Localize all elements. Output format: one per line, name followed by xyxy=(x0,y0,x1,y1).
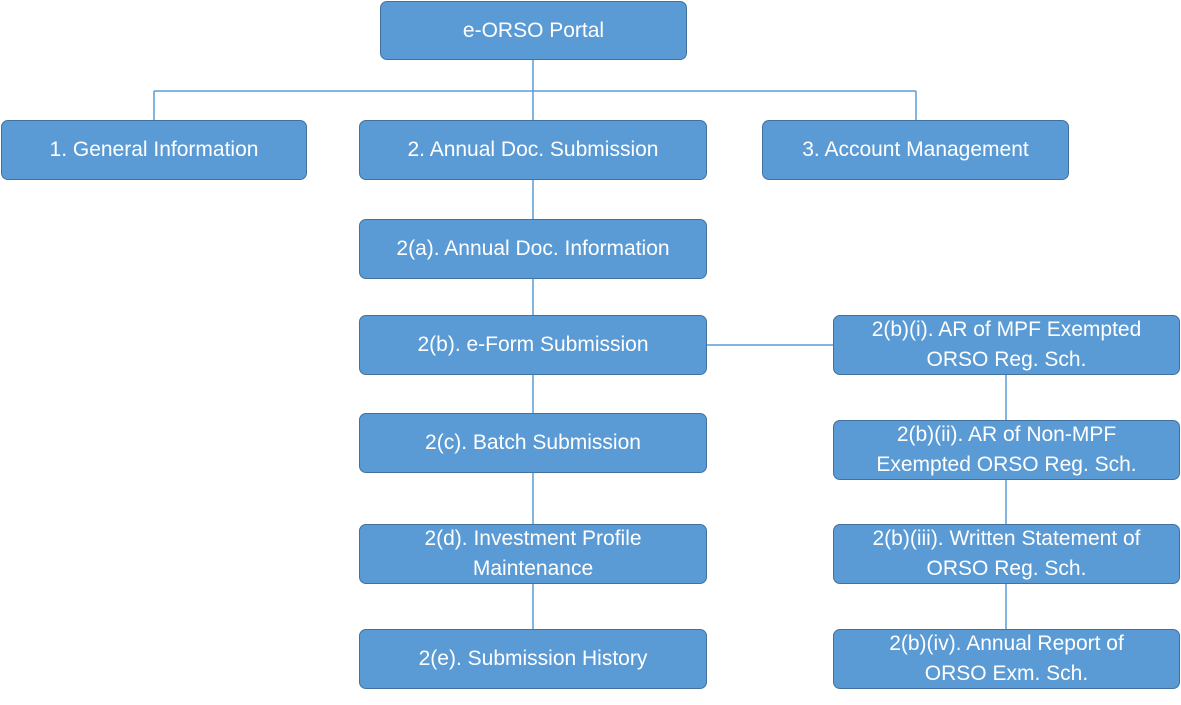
node-eform-submission[interactable]: 2(b). e-Form Submission xyxy=(359,315,707,375)
node-annual-doc-information[interactable]: 2(a). Annual Doc. Information xyxy=(359,219,707,279)
node-ar-non-mpf-exempted[interactable]: 2(b)(ii). AR of Non-MPF Exempted ORSO Re… xyxy=(833,420,1180,480)
node-investment-profile-maintenance[interactable]: 2(d). Investment Profile Maintenance xyxy=(359,524,707,584)
node-annual-report-exm[interactable]: 2(b)(iv). Annual Report of ORSO Exm. Sch… xyxy=(833,629,1180,689)
node-account-management[interactable]: 3. Account Management xyxy=(762,120,1069,180)
node-batch-submission[interactable]: 2(c). Batch Submission xyxy=(359,413,707,473)
node-submission-history[interactable]: 2(e). Submission History xyxy=(359,629,707,689)
node-e-orso-portal[interactable]: e-ORSO Portal xyxy=(380,1,687,60)
node-general-information[interactable]: 1. General Information xyxy=(1,120,307,180)
node-ar-mpf-exempted[interactable]: 2(b)(i). AR of MPF Exempted ORSO Reg. Sc… xyxy=(833,315,1180,375)
node-annual-doc-submission[interactable]: 2. Annual Doc. Submission xyxy=(359,120,707,180)
node-written-statement[interactable]: 2(b)(iii). Written Statement of ORSO Reg… xyxy=(833,524,1180,584)
